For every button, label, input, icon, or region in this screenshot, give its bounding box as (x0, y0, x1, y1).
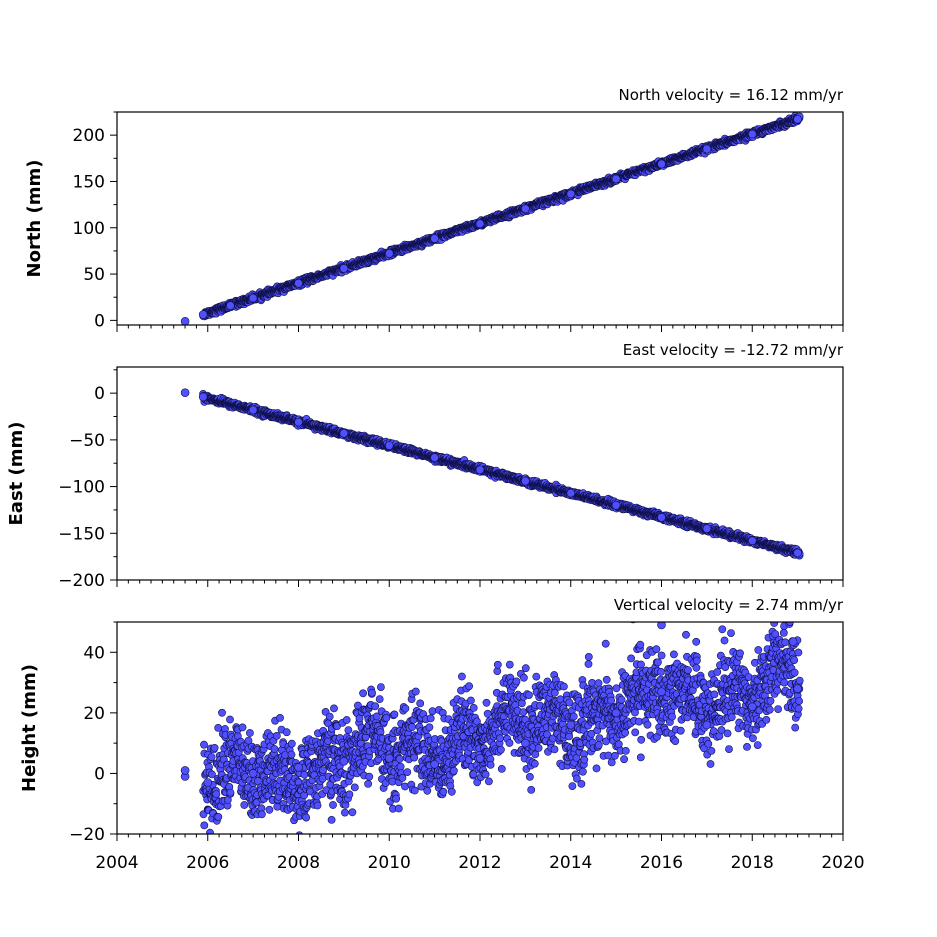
north-data-point (226, 301, 235, 310)
east-data-point (180, 388, 190, 398)
north-y-tick-label: 150 (73, 172, 105, 192)
east-y-tick-label: 0 (94, 384, 105, 404)
north-y-tick-label: 0 (94, 311, 105, 331)
north-data-point (248, 293, 258, 303)
north-data-point (384, 249, 394, 258)
north-panel: 0 50 100 150 200 North velocity = 16.12 mm/y… (24, 86, 844, 332)
north-data-point (198, 310, 208, 319)
east-data-point (657, 513, 666, 522)
east-data-point (384, 441, 394, 450)
east-data-point (248, 405, 258, 415)
north-data-point (657, 159, 666, 169)
east-data-point (339, 428, 349, 438)
east-data-point (430, 453, 439, 462)
north-data-point (566, 189, 576, 199)
east-data-point (702, 524, 712, 533)
east-ticks: 0−50−100−150−200 (58, 369, 844, 591)
east-points (180, 388, 804, 560)
north-title: North velocity = 16.12 mm/yr (619, 86, 844, 104)
north-ylabel: North (mm) (24, 160, 45, 278)
north-y-tick-label: 100 (73, 219, 105, 239)
east-data-point (198, 392, 208, 402)
north-data-point (339, 264, 349, 273)
north-data-point (475, 219, 485, 228)
north-data-point (180, 317, 190, 325)
north-data-point (702, 144, 712, 154)
east-data-point (294, 417, 303, 427)
north-data-point (521, 204, 530, 214)
east-y-tick-label: −50 (69, 431, 105, 451)
east-data-point (747, 536, 757, 546)
north-ticks: 0 50 100 150 200 (73, 111, 844, 332)
north-y-tick-label: 50 (83, 265, 105, 285)
east-data-point (475, 465, 485, 475)
north-data-point (793, 114, 802, 124)
north-data-point (430, 234, 439, 243)
east-data-point (611, 500, 621, 510)
north-data-point (747, 129, 757, 139)
east-data-point (793, 548, 802, 558)
north-points (180, 112, 804, 325)
east-panel: 0−50−100−150−200 East velocity = -12.72 … (6, 341, 844, 591)
east-data-point (566, 488, 576, 498)
north-data-point (294, 278, 303, 288)
north-y-tick-label: 200 (73, 126, 105, 146)
north-data-point (611, 174, 621, 184)
east-data-point (521, 476, 530, 486)
